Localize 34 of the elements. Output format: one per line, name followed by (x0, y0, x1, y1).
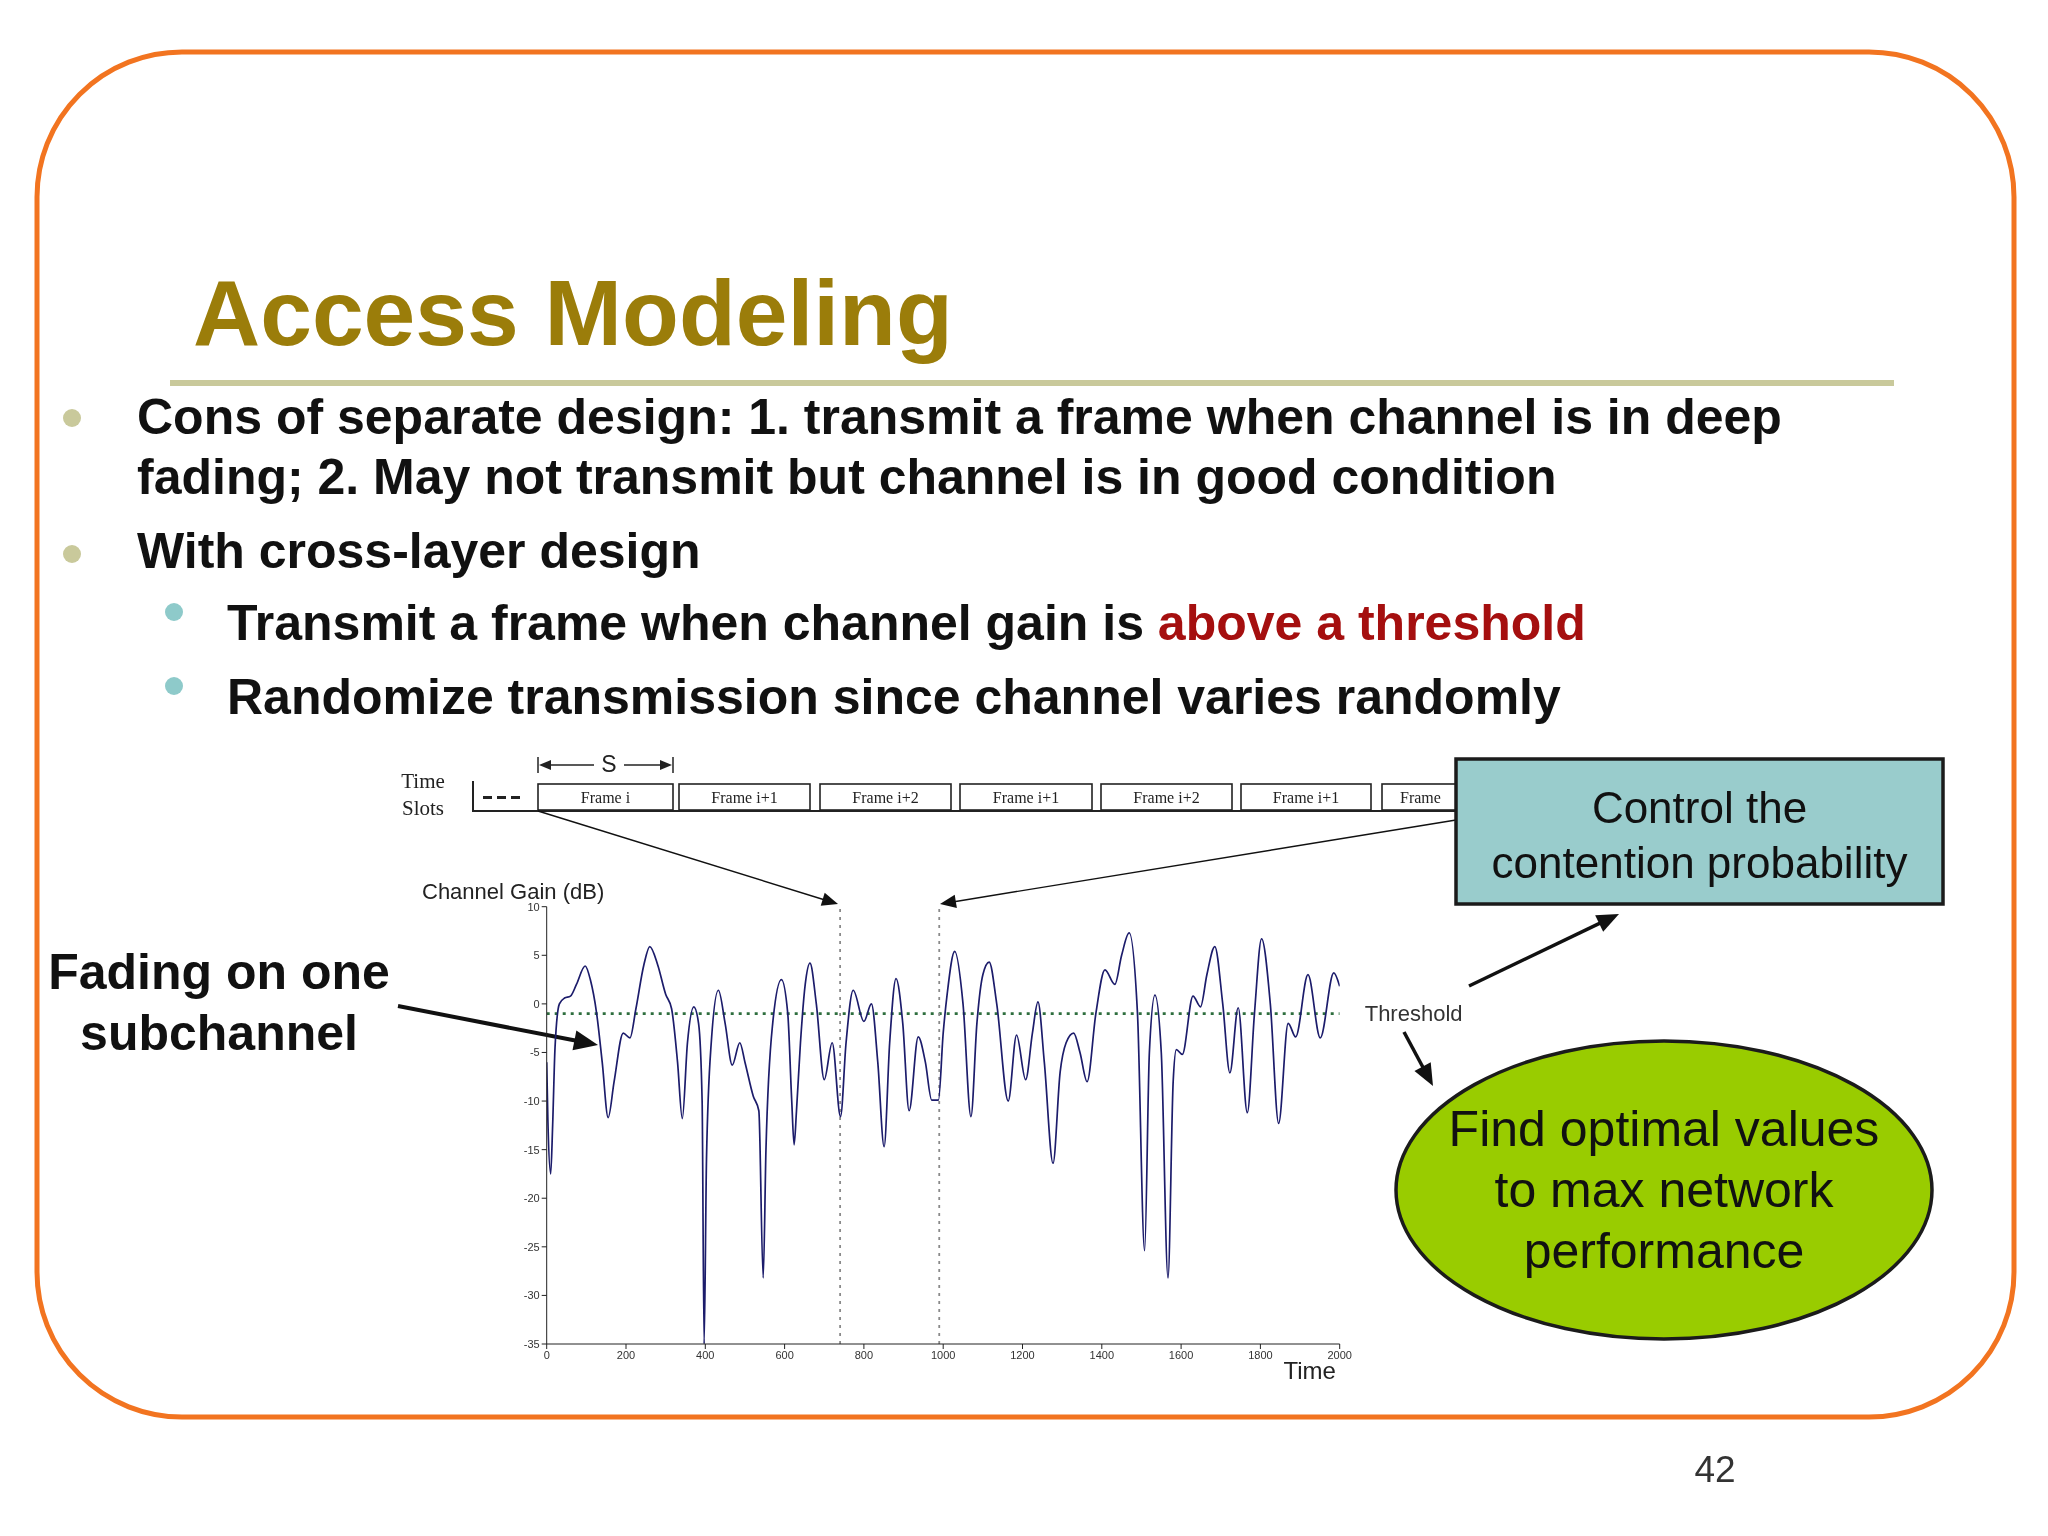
y-tick-label: -10 (523, 1094, 540, 1107)
y-tick-label: -15 (523, 1143, 540, 1156)
x-tick-label: 0 (543, 1348, 550, 1361)
text: above a threshold (1157, 595, 1586, 651)
text: S (600, 751, 618, 777)
text: 42 (1693, 1449, 1737, 1490)
text: With cross-layer design (137, 522, 702, 581)
ref-line-label: Threshold (1364, 1001, 1463, 1027)
y-tick-label: -20 (523, 1192, 540, 1205)
x-tick-label: 2000 (1327, 1348, 1352, 1361)
x-tick-label: 800 (854, 1348, 874, 1361)
x-tick-label: 1200 (1010, 1348, 1035, 1361)
x-tick-label: 400 (696, 1348, 715, 1361)
y-tick-label: -30 (523, 1289, 540, 1302)
text: Cons of separate design: 1. transmit a frame when channel is in deep fading; 2. May not transmit but channel is in good condition (137, 388, 1783, 507)
text: Time Slots (400, 768, 446, 822)
x-tick-label: 600 (775, 1348, 794, 1361)
x-tick-label: 200 (616, 1348, 636, 1361)
y-tick-label: -25 (523, 1240, 540, 1253)
x-tick-label: 1400 (1089, 1348, 1115, 1361)
text: Randomize transmission since channel varies randomly (227, 668, 1561, 727)
text: Control the contention probability (1490, 782, 1909, 889)
text: Frame (1400, 788, 1442, 808)
y-tick-label: -5 (529, 1046, 540, 1059)
y-tick-label: -35 (523, 1337, 540, 1350)
text: Transmit a frame when channel gain is (227, 595, 1144, 651)
y-tick-label: 5 (533, 949, 540, 962)
chart-title: Access Modeling (193, 261, 953, 365)
y-tick-label: 0 (533, 997, 540, 1010)
text: Fading on one subchannel (47, 943, 391, 1063)
text: Find optimal values to max network performance (1447, 1100, 1881, 1281)
x-tick-label: 1000 (930, 1348, 956, 1361)
x-tick-label: 1800 (1248, 1348, 1273, 1361)
x-tick-label: 1600 (1168, 1348, 1194, 1361)
